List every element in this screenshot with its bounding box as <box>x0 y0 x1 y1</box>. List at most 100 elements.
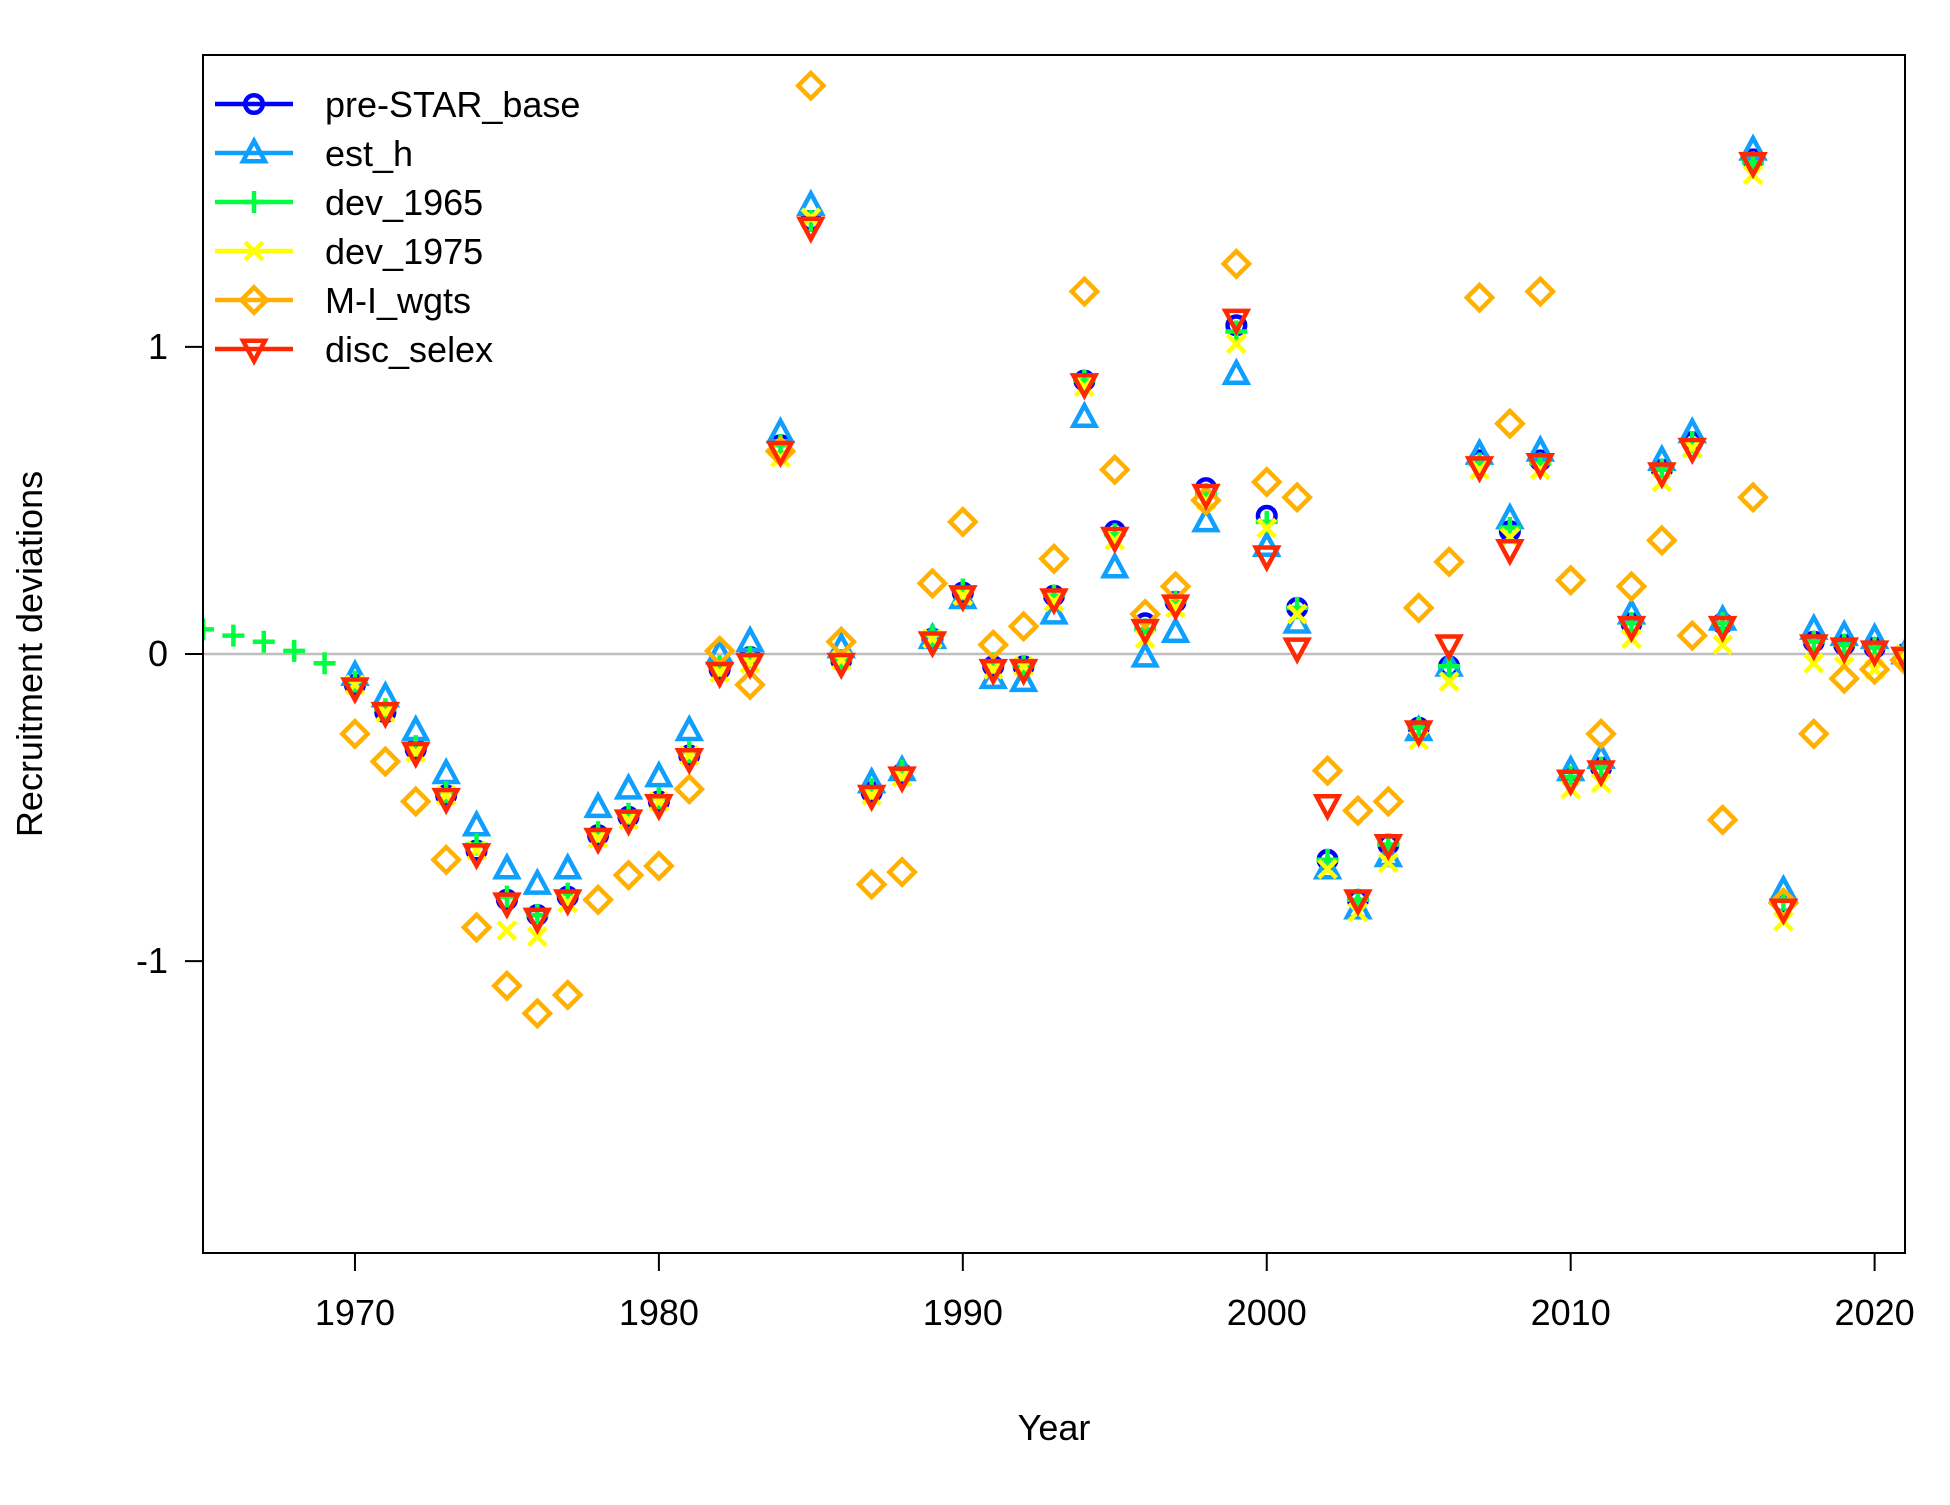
data-point <box>1008 658 1039 687</box>
legend-marker <box>238 284 270 316</box>
data-point <box>1069 400 1100 428</box>
data-point <box>1098 453 1131 486</box>
data-point <box>735 652 765 681</box>
data-point <box>1312 794 1343 822</box>
y-tick-label: -1 <box>136 940 168 981</box>
data-point <box>1737 481 1769 514</box>
data-point <box>583 827 613 856</box>
axis-ticks: 1970 1980 1990 2000 2010 2020 -1 0 1 <box>136 326 1915 1333</box>
data-point <box>461 809 492 837</box>
legend-marker <box>242 92 266 116</box>
data-point <box>1712 634 1734 656</box>
data-point <box>1434 634 1464 662</box>
data-point <box>582 883 614 916</box>
data-point <box>1372 785 1405 818</box>
data-point <box>526 926 548 947</box>
data-point <box>1220 248 1253 280</box>
series-M-I_wgts <box>339 69 1905 1030</box>
data-point <box>1615 570 1648 603</box>
data-point <box>613 772 644 800</box>
data-point <box>1677 437 1708 466</box>
data-point <box>1191 505 1221 533</box>
data-point <box>674 747 705 776</box>
legend-item: M-I_wgts <box>215 280 471 321</box>
x-tick-label: 2000 <box>1227 1292 1307 1333</box>
data-point <box>1768 898 1799 926</box>
legend-item: dev_1965 <box>215 182 483 223</box>
data-point <box>1433 546 1465 578</box>
data-point <box>222 624 245 647</box>
x-tick-label: 2020 <box>1835 1292 1915 1333</box>
data-point <box>1160 615 1191 643</box>
data-point <box>552 889 583 917</box>
x-tick-label: 1980 <box>619 1292 699 1333</box>
data-point <box>313 652 336 675</box>
data-point <box>1317 858 1338 880</box>
data-point <box>252 630 275 653</box>
data-point <box>369 745 402 778</box>
data-point <box>1525 453 1556 481</box>
series-disc_selex <box>340 152 1905 936</box>
data-point <box>1495 539 1525 567</box>
data-point <box>886 856 918 888</box>
data-point <box>1007 610 1040 643</box>
data-point <box>1286 603 1308 625</box>
data-point <box>1160 594 1191 622</box>
data-point <box>1464 456 1495 484</box>
series-est_h <box>340 133 1905 920</box>
data-point <box>1585 718 1617 750</box>
data-point <box>340 677 370 705</box>
data-marks <box>203 69 1905 1030</box>
data-point <box>613 809 644 837</box>
data-point <box>1858 653 1891 686</box>
data-point <box>551 979 584 1011</box>
x-tick-label: 1990 <box>923 1292 1003 1333</box>
data-point <box>492 852 522 880</box>
data-point <box>1221 308 1252 337</box>
y-tick-label: 1 <box>148 326 168 367</box>
legend: pre-STAR_base est_h dev_1965 dev_1975 M-I_wg… <box>215 84 580 370</box>
data-point <box>946 506 979 538</box>
data-point <box>339 718 371 750</box>
data-point <box>370 701 401 730</box>
data-point <box>1463 281 1496 314</box>
data-point <box>978 658 1008 687</box>
data-point <box>1494 407 1526 440</box>
data-point <box>1829 637 1859 665</box>
data-point <box>1803 652 1825 674</box>
data-point <box>1191 483 1221 512</box>
data-point <box>1159 570 1192 603</box>
data-point <box>1038 542 1070 575</box>
data-point <box>522 867 553 895</box>
data-point <box>1403 720 1434 748</box>
data-point <box>1100 526 1130 555</box>
data-point <box>521 997 554 1030</box>
data-point <box>1524 275 1557 308</box>
data-point <box>765 440 796 469</box>
data-point <box>492 892 522 920</box>
data-point <box>674 713 705 742</box>
data-point <box>1646 524 1678 557</box>
data-point <box>1251 529 1282 557</box>
data-point <box>855 868 888 901</box>
x-tick-label: 2010 <box>1531 1292 1611 1333</box>
data-point <box>461 843 492 871</box>
data-point <box>1251 545 1282 573</box>
legend-label: pre-STAR_base <box>325 84 580 125</box>
data-point <box>1225 333 1247 355</box>
data-point <box>1676 619 1709 652</box>
data-point <box>1706 804 1739 836</box>
y-tick-label: 0 <box>148 633 168 674</box>
legend-label: dev_1965 <box>325 182 483 223</box>
data-point <box>1797 718 1830 750</box>
data-point <box>1130 618 1160 647</box>
data-point <box>1069 373 1100 401</box>
data-point <box>1190 484 1222 517</box>
legend-marker <box>243 240 265 262</box>
data-point <box>203 618 214 641</box>
data-point <box>673 773 706 805</box>
data-point <box>916 567 949 600</box>
data-point <box>583 790 613 819</box>
data-point <box>917 631 948 659</box>
data-point <box>1890 646 1905 674</box>
